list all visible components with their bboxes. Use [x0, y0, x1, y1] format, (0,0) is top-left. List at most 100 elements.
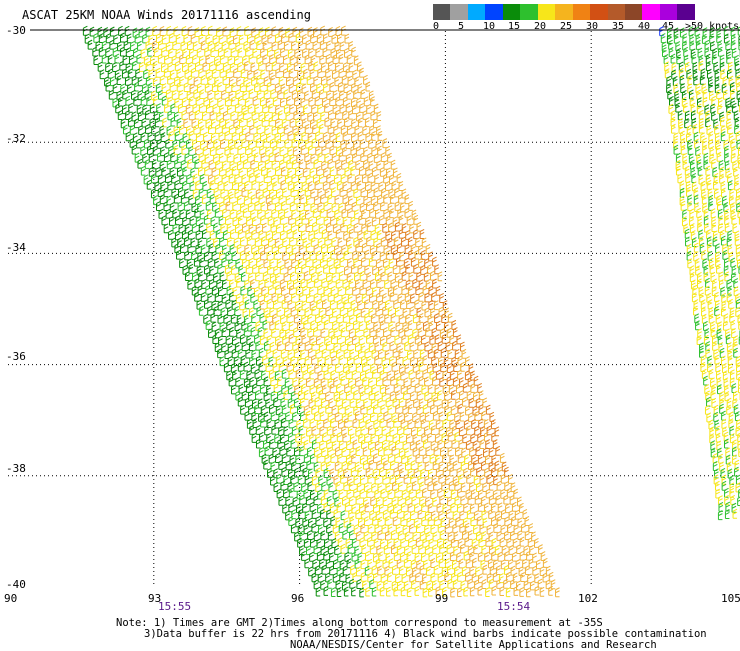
- wind-barb: [222, 174, 226, 183]
- wind-barb: [482, 579, 486, 588]
- wind-barb: [106, 34, 110, 43]
- wind-barb: [719, 454, 723, 463]
- wind-barb: [202, 194, 206, 203]
- wind-barb: [515, 510, 519, 519]
- wind-barb: [391, 160, 395, 169]
- wind-barb: [336, 482, 340, 491]
- wind-barb: [205, 166, 209, 175]
- wind-barb: [389, 322, 393, 331]
- wind-barb: [312, 523, 316, 532]
- wind-barb: [328, 531, 332, 540]
- wind-barb: [167, 26, 171, 35]
- wind-barb: [465, 454, 469, 463]
- wind-barb: [715, 306, 719, 315]
- wind-barb: [332, 356, 336, 365]
- wind-barb: [435, 314, 439, 323]
- wind-barb: [170, 82, 174, 91]
- wind-barb: [311, 490, 315, 499]
- wind-barb: [431, 490, 435, 499]
- wind-barb: [243, 208, 247, 217]
- wind-barb: [354, 223, 358, 232]
- wind-barb: [394, 418, 398, 427]
- wind-barb: [176, 34, 180, 43]
- wind-barb: [304, 390, 308, 399]
- wind-barb: [429, 321, 433, 330]
- wind-barb: [469, 398, 473, 407]
- wind-barb: [282, 467, 286, 476]
- wind-barb: [723, 250, 727, 259]
- wind-barb: [247, 117, 251, 126]
- wind-barb: [356, 567, 360, 576]
- wind-barb: [684, 224, 688, 233]
- wind-barb: [717, 201, 721, 210]
- wind-barb: [286, 195, 290, 204]
- wind-barb: [490, 412, 494, 421]
- wind-barb: [244, 378, 248, 387]
- wind-barb: [380, 215, 384, 224]
- wind-barb: [158, 188, 162, 197]
- wind-barb: [497, 516, 501, 525]
- wind-barb: [315, 96, 319, 105]
- wind-barb: [447, 544, 451, 553]
- wind-barb: [355, 210, 359, 219]
- wind-barb: [309, 469, 313, 478]
- wind-barb: [466, 406, 470, 415]
- wind-barb: [728, 355, 732, 364]
- wind-barb: [115, 54, 119, 63]
- wind-barb: [441, 517, 445, 526]
- wind-barb: [299, 509, 303, 518]
- wind-barb: [221, 308, 225, 317]
- wind-barb: [360, 391, 364, 400]
- wind-barb: [227, 271, 231, 280]
- wind-barb: [148, 145, 152, 154]
- wind-barb: [216, 230, 220, 239]
- wind-barb: [232, 83, 236, 92]
- wind-barb: [265, 209, 269, 218]
- wind-barb: [267, 385, 271, 394]
- wind-barb: [388, 153, 392, 162]
- wind-barb: [280, 446, 284, 455]
- wind-barb: [195, 208, 199, 217]
- wind-barb: [273, 97, 277, 106]
- wind-barb: [237, 27, 241, 36]
- wind-barb: [227, 321, 231, 330]
- wind-barb: [303, 517, 307, 526]
- wind-barb: [240, 370, 244, 379]
- wind-barb: [474, 525, 478, 534]
- wind-barb: [453, 461, 457, 470]
- wind-barb: [377, 243, 381, 252]
- wind-barb: [200, 90, 204, 99]
- wind-barb: [294, 482, 298, 491]
- wind-barb: [177, 250, 181, 259]
- wind-barb: [340, 257, 344, 266]
- wind-barb: [478, 383, 482, 392]
- wind-barb: [496, 495, 500, 504]
- wind-barb: [141, 49, 145, 58]
- wind-barb: [146, 124, 150, 133]
- wind-barb: [312, 355, 316, 364]
- wind-barb: [330, 503, 334, 512]
- wind-barb: [279, 362, 283, 371]
- wind-barb: [511, 580, 515, 589]
- wind-barb: [307, 75, 311, 84]
- wind-barb: [328, 124, 332, 133]
- wind-barb: [338, 34, 342, 43]
- wind-barb: [456, 420, 460, 429]
- wind-barb: [284, 68, 288, 77]
- wind-barb: [511, 566, 515, 575]
- wind-barb: [228, 105, 232, 114]
- wind-barb: [528, 574, 532, 583]
- wind-barb: [305, 210, 309, 219]
- wind-barb: [339, 68, 343, 77]
- wind-barb: [228, 189, 232, 198]
- wind-barb: [192, 251, 196, 260]
- wind-barb: [367, 405, 371, 414]
- wind-barb: [310, 251, 314, 260]
- wind-barb: [384, 411, 388, 420]
- wind-barb: [462, 349, 466, 358]
- wind-barb: [720, 348, 724, 357]
- wind-barb: [256, 173, 260, 182]
- wind-barb: [674, 145, 678, 154]
- wind-barb: [300, 447, 304, 456]
